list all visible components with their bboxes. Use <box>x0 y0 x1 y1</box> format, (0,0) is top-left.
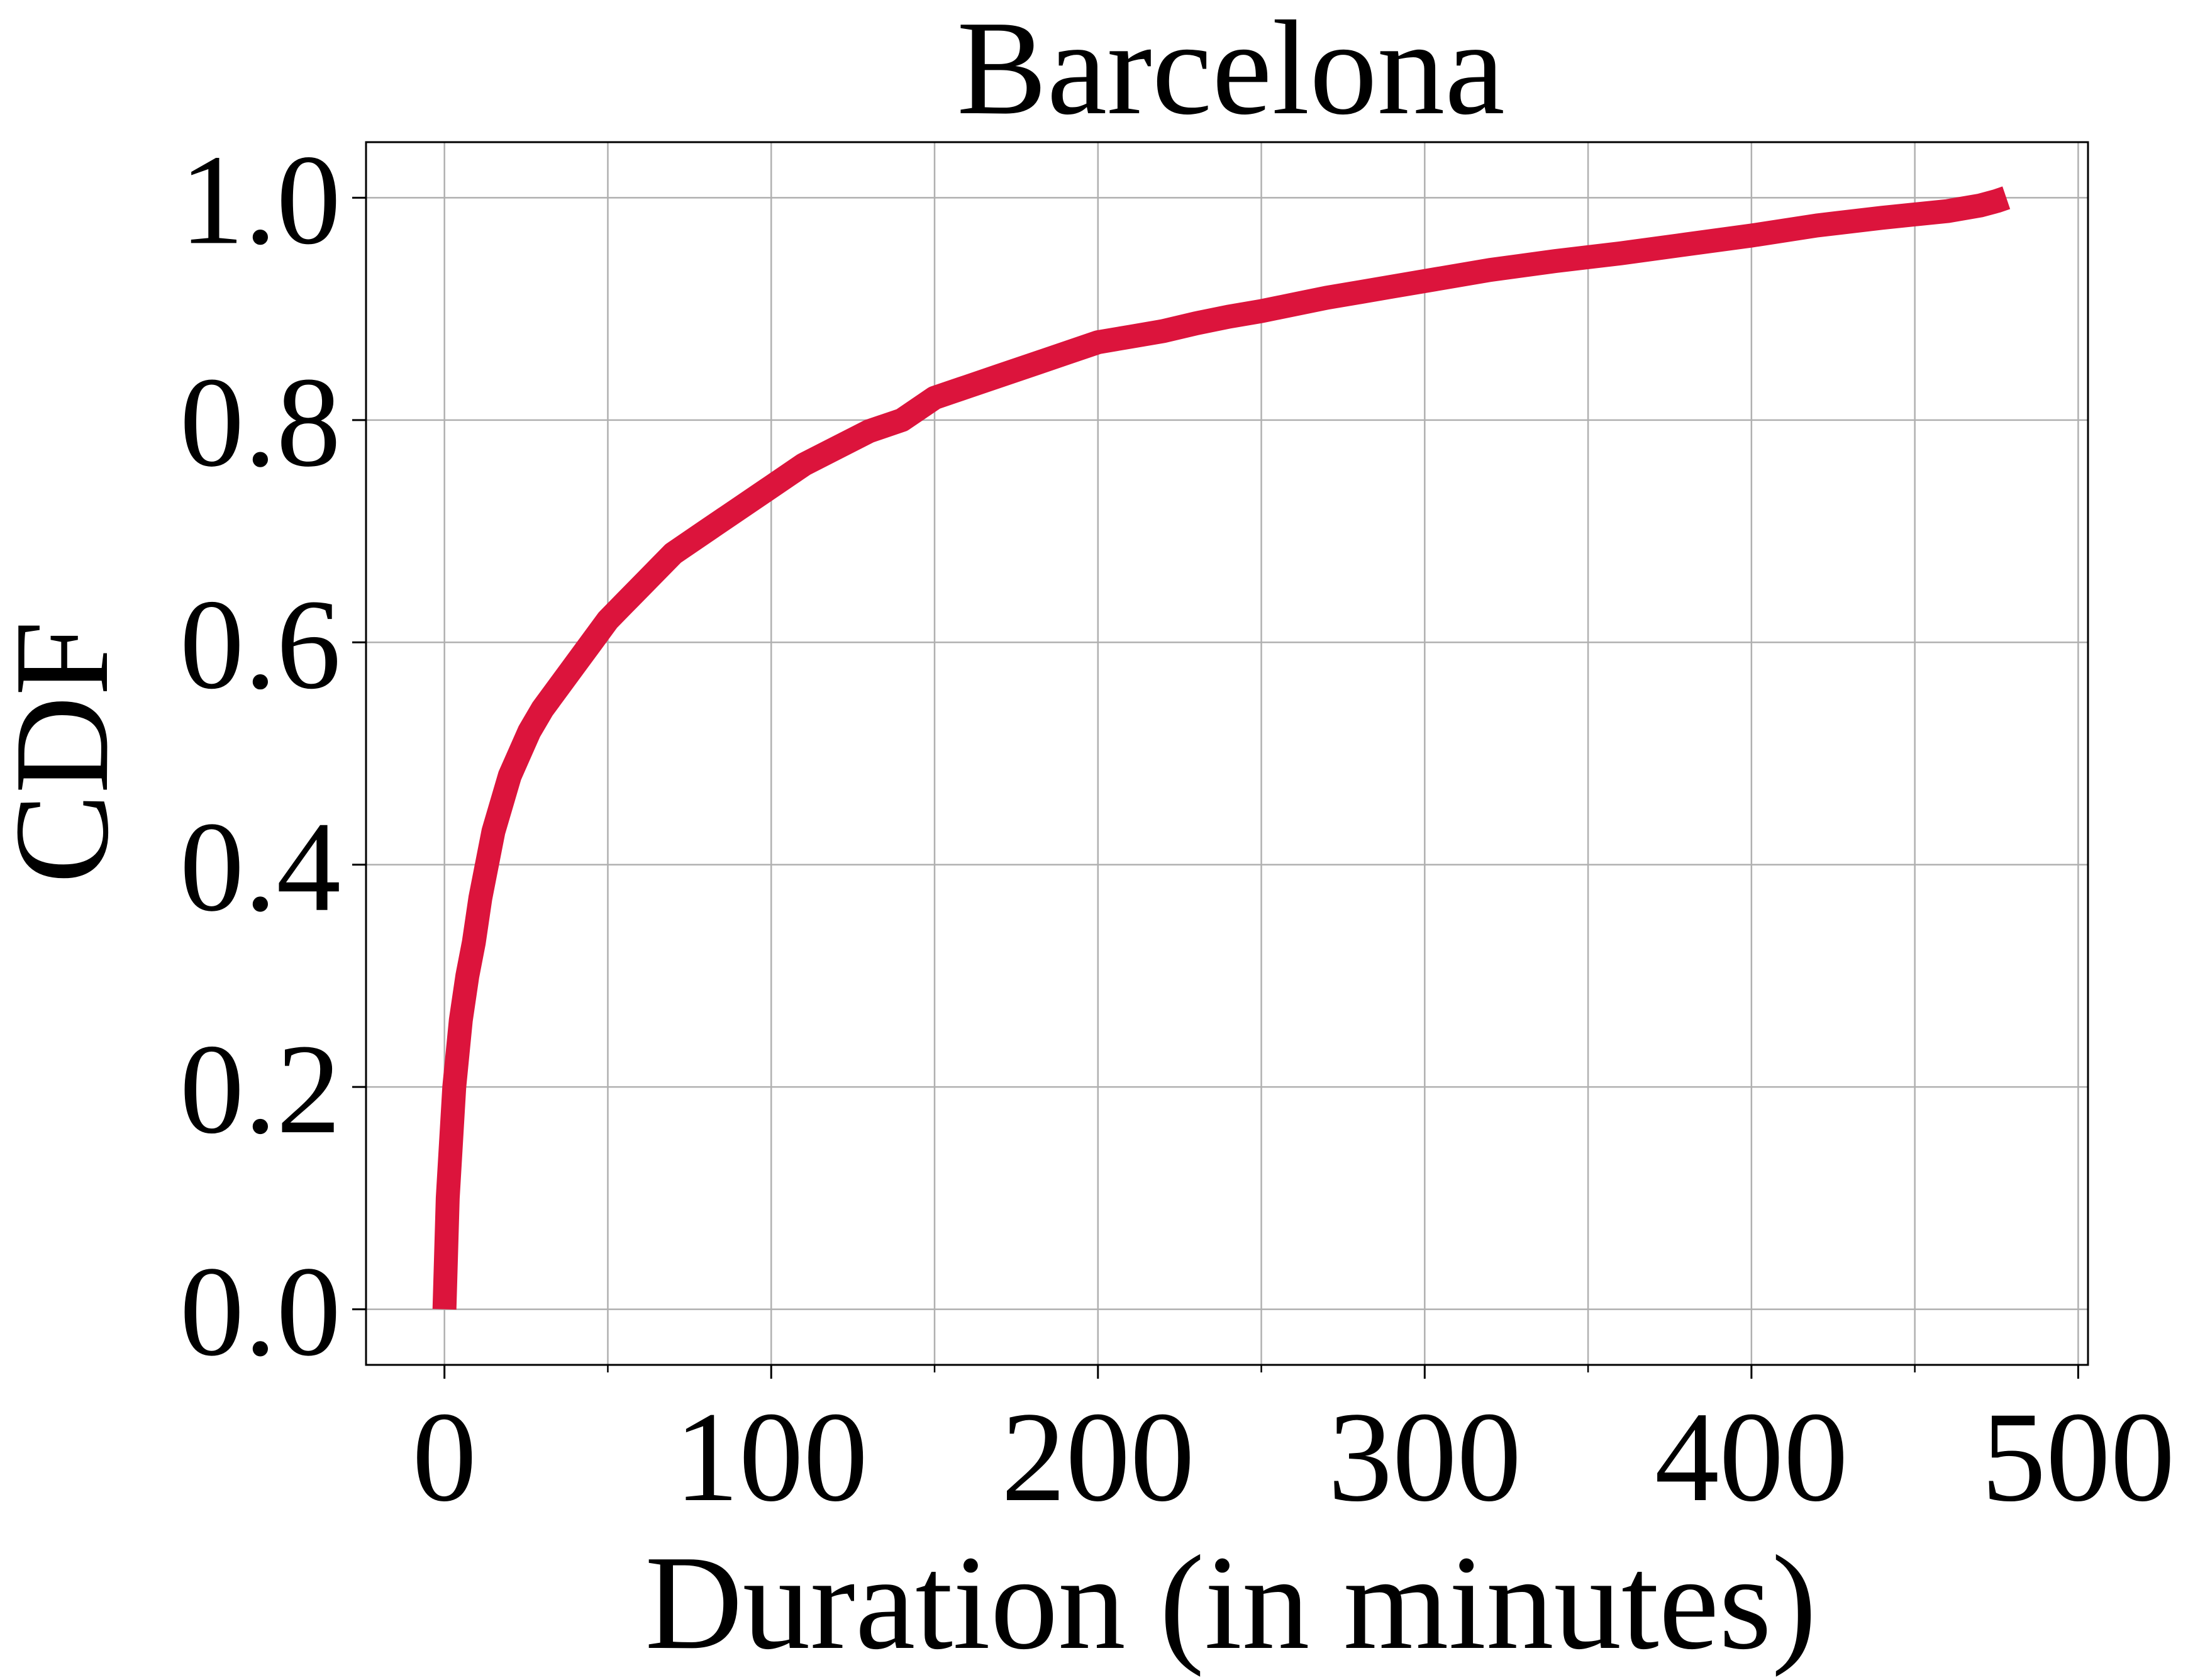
plot-frame <box>365 141 2089 1366</box>
axis-ticks <box>352 196 2079 1379</box>
x-tick-label: 300 <box>1328 1386 1522 1528</box>
tick-labels: 0 100 200 300 400 500 0.0 0.2 0.4 0.6 0.8 1.0 <box>180 128 2175 1528</box>
x-tick-label: 500 <box>1982 1386 2175 1528</box>
y-tick-label: 0.6 <box>180 573 341 716</box>
x-tick-label: 100 <box>674 1386 868 1528</box>
series-layer <box>432 186 2011 1310</box>
chart-title: Barcelona <box>957 0 1504 143</box>
x-tick-label: 400 <box>1655 1386 1848 1528</box>
y-tick-label: 1.0 <box>180 128 341 271</box>
x-axis-title: Duration (in minutes) <box>645 1527 1817 1677</box>
y-axis-title: CDF <box>0 621 136 884</box>
y-tick-label: 0.4 <box>180 796 341 938</box>
y-tick-label: 0.2 <box>180 1018 341 1160</box>
y-tick-label: 0.8 <box>180 351 341 494</box>
x-tick-label: 200 <box>1001 1386 1195 1528</box>
cdf-line <box>432 186 2011 1310</box>
y-tick-label: 0.0 <box>180 1240 341 1383</box>
x-tick-label: 0 <box>412 1386 477 1528</box>
